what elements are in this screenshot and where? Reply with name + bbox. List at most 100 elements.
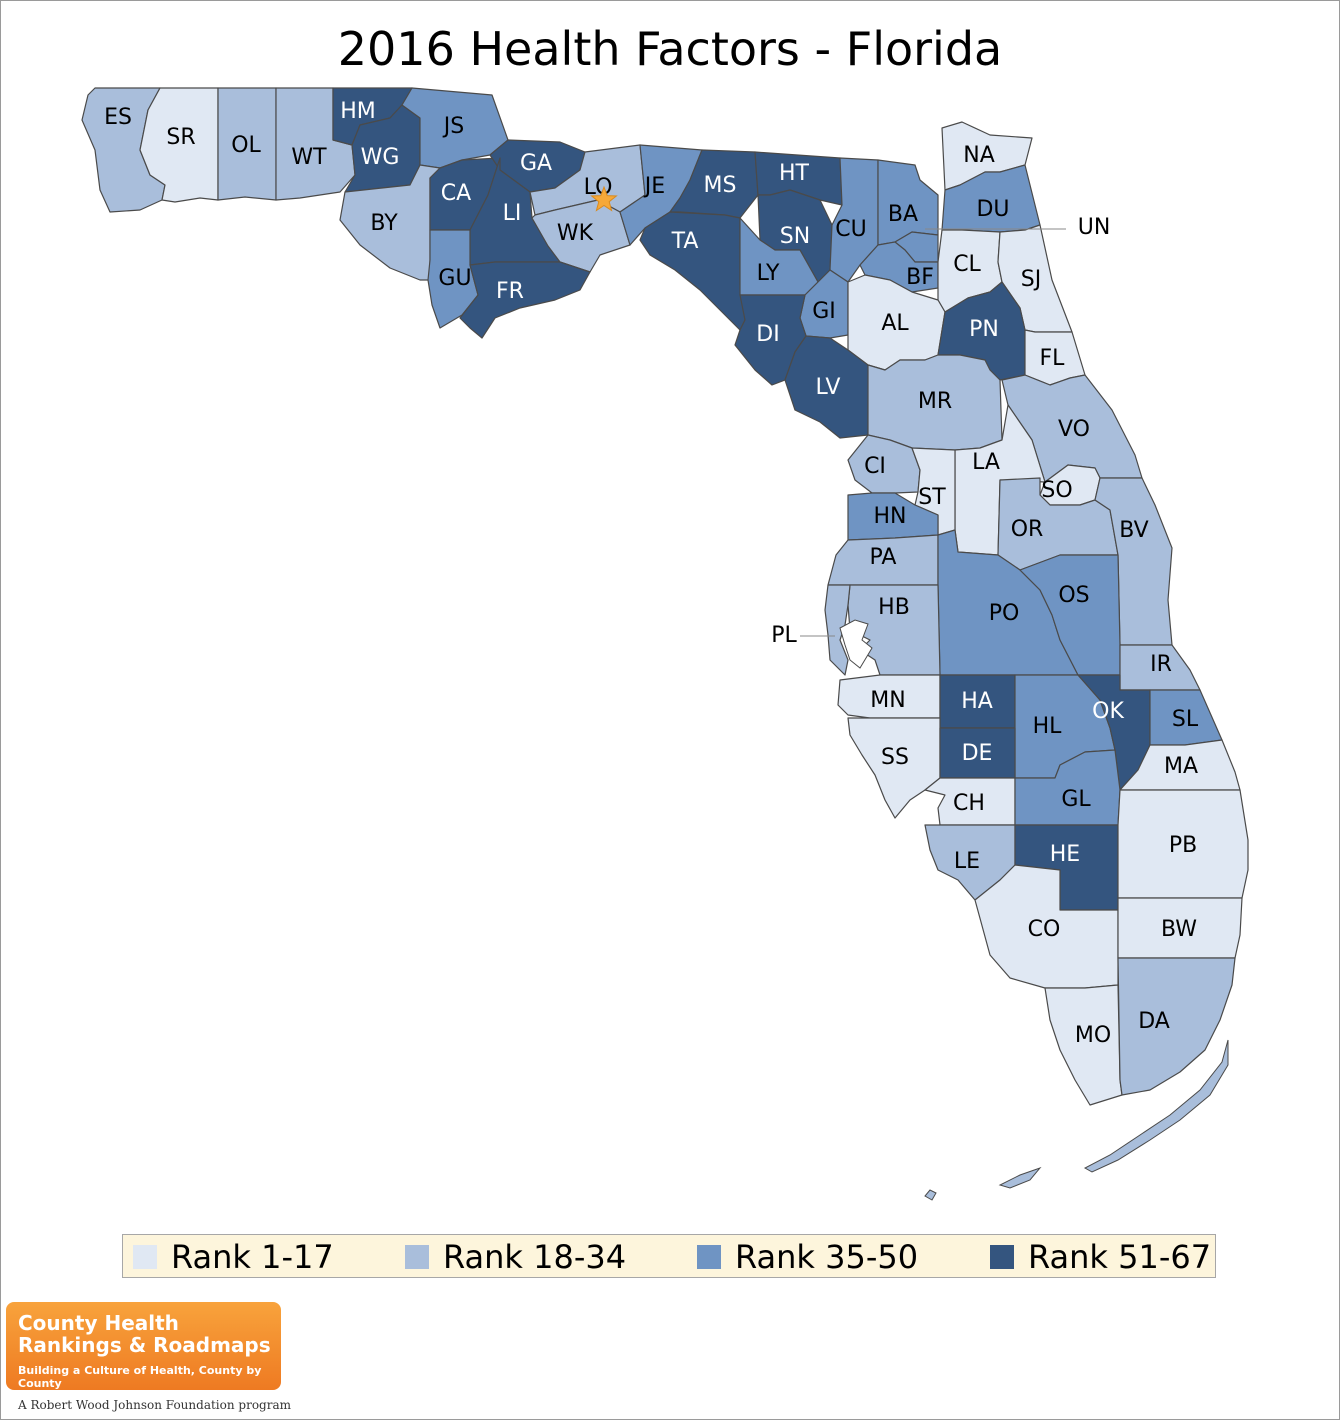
county-label-ma: MA	[1164, 754, 1198, 779]
county-label-ci: CI	[864, 454, 886, 479]
legend-swatch	[405, 1245, 429, 1269]
county-label-du: DU	[976, 197, 1009, 222]
county-label-pb: PB	[1169, 833, 1197, 858]
county-label-lv: LV	[816, 375, 841, 400]
county-label-mo: MO	[1075, 1023, 1111, 1048]
county-label-gl: GL	[1061, 787, 1091, 812]
legend-item-rank-1-17: Rank 1-17	[133, 1235, 334, 1279]
logo-line-1: County Health	[18, 1311, 179, 1335]
county-mo	[1044, 984, 1123, 1106]
county-label-ht: HT	[779, 161, 810, 186]
county-ci	[847, 434, 921, 494]
logo-tagline: Building a Culture of Health, County by …	[18, 1364, 262, 1390]
county-label-ms: MS	[704, 173, 737, 198]
county-label-sj: SJ	[1021, 267, 1041, 292]
county-label-js: JS	[442, 114, 464, 139]
county-gu	[427, 229, 479, 329]
legend-swatch	[133, 1245, 157, 1269]
county-label-ok: OK	[1092, 699, 1124, 724]
county-label-fl: FL	[1040, 346, 1066, 371]
county-label-sl: SL	[1172, 707, 1199, 732]
county-label-di: DI	[756, 322, 779, 347]
county-label-sn: SN	[780, 224, 810, 249]
county-label-bw: BW	[1161, 917, 1197, 942]
county-label-wk: WK	[557, 221, 594, 246]
county-ma	[1119, 739, 1241, 791]
legend-label: Rank 35-50	[735, 1238, 919, 1276]
county-label-je: JE	[643, 174, 665, 199]
legend-item-rank-51-67: Rank 51-67	[990, 1235, 1211, 1279]
legend-label: Rank 18-34	[443, 1238, 627, 1276]
florida-keys	[924, 1039, 1229, 1201]
star-icon	[590, 185, 618, 212]
county-label-st: ST	[918, 485, 946, 510]
county-label-al: AL	[881, 311, 909, 336]
county-label-un: UN	[1078, 215, 1111, 240]
county-label-na: NA	[963, 143, 995, 168]
logo-line-2: Rankings & Roadmaps	[18, 1333, 271, 1357]
county-label-mn: MN	[870, 688, 905, 713]
county-label-gu: GU	[438, 266, 471, 291]
county-label-po: PO	[989, 601, 1020, 626]
county-label-ta: TA	[671, 229, 699, 254]
county-label-pn: PN	[969, 317, 999, 342]
county-label-mr: MR	[918, 389, 952, 414]
legend: Rank 1-17 Rank 18-34 Rank 35-50 Rank 51-…	[122, 1234, 1216, 1278]
county-label-bv: BV	[1119, 518, 1148, 543]
county-label-ba: BA	[888, 202, 918, 227]
county-di	[734, 294, 807, 386]
county-label-ga: GA	[520, 151, 552, 176]
rwjf-credit: A Robert Wood Johnson Foundation program	[18, 1398, 291, 1412]
county-label-bf: BF	[906, 265, 934, 290]
county-pl	[824, 584, 851, 676]
county-pb	[1117, 789, 1249, 899]
county-fr	[459, 261, 591, 339]
county-label-da: DA	[1138, 1009, 1170, 1034]
county-label-sr: SR	[166, 125, 195, 150]
legend-label: Rank 1-17	[171, 1238, 334, 1276]
legend-item-rank-35-50: Rank 35-50	[697, 1235, 918, 1279]
county-label-le: LE	[954, 849, 980, 874]
county-label-ir: IR	[1150, 652, 1172, 677]
county-label-vo: VO	[1058, 417, 1090, 442]
county-ss	[847, 717, 941, 819]
chr-logo: County Health Rankings & Roadmaps Buildi…	[6, 1302, 281, 1390]
county-label-wg: WG	[361, 145, 400, 170]
tampa-bay-water	[839, 619, 873, 669]
county-label-hb: HB	[878, 595, 910, 620]
county-label-so: SO	[1041, 478, 1072, 503]
county-label-li: LI	[503, 201, 522, 226]
legend-swatch	[697, 1245, 721, 1269]
county-label-pl: PL	[771, 623, 797, 648]
county-label-la: LA	[972, 450, 1000, 475]
county-label-by: BY	[370, 211, 398, 236]
county-label-ca: CA	[441, 181, 471, 206]
county-da	[1117, 957, 1236, 1096]
county-label-cl: CL	[953, 252, 981, 277]
county-label-co: CO	[1028, 917, 1061, 942]
county-wk	[531, 199, 631, 273]
map-title: 2016 Health Factors - Florida	[337, 22, 1003, 76]
county-label-de: DE	[962, 741, 993, 766]
county-label-wt: WT	[291, 145, 327, 170]
county-label-hn: HN	[874, 504, 907, 529]
legend-label: Rank 51-67	[1028, 1238, 1212, 1276]
county-label-os: OS	[1058, 583, 1089, 608]
county-label-ol: OL	[231, 133, 261, 158]
legend-swatch	[990, 1245, 1014, 1269]
county-label-ly: LY	[757, 261, 780, 286]
county-label-ch: CH	[953, 791, 985, 816]
county-label-he: HE	[1050, 842, 1080, 867]
legend-item-rank-18-34: Rank 18-34	[405, 1235, 626, 1279]
county-label-cu: CU	[835, 217, 866, 242]
county-label-fr: FR	[496, 279, 524, 304]
county-bw	[1117, 897, 1243, 959]
county-label-hl: HL	[1033, 714, 1063, 739]
county-label-ss: SS	[881, 745, 909, 770]
county-label-hm: HM	[340, 99, 376, 124]
county-label-pa: PA	[870, 545, 897, 570]
county-label-or: OR	[1011, 517, 1044, 542]
county-ol	[217, 87, 277, 201]
county-label-ha: HA	[961, 689, 993, 714]
